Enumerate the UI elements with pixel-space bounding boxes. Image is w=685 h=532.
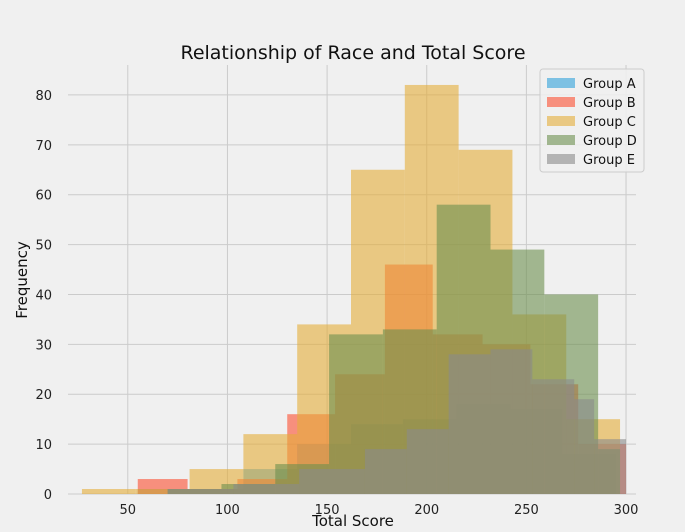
legend-label: Group E: [583, 153, 635, 168]
legend-swatch: [547, 116, 575, 126]
histogram-bar: [364, 449, 407, 494]
x-axis-label: Total Score: [311, 512, 394, 530]
histogram-bar: [167, 489, 234, 494]
histogram-bar: [233, 484, 300, 494]
x-axis-ticks: 50 100 150 200 250 300: [120, 503, 639, 518]
histogram-bar: [532, 379, 575, 494]
legend-swatch: [547, 78, 575, 88]
y-tick-label: 20: [35, 388, 52, 403]
y-tick-label: 30: [35, 338, 52, 353]
histogram-bar: [490, 349, 533, 494]
x-tick-label: 250: [514, 503, 539, 518]
x-tick-label: 50: [120, 503, 137, 518]
y-tick-label: 50: [35, 239, 52, 254]
legend-swatch: [547, 135, 575, 145]
y-tick-label: 40: [35, 288, 52, 303]
x-tick-label: 200: [414, 503, 439, 518]
x-tick-label: 150: [315, 503, 340, 518]
histogram-bars: [81, 84, 627, 495]
y-axis-ticks: 0 10 20 30 40 50 60 70 80: [35, 89, 52, 503]
y-tick-label: 0: [44, 488, 52, 503]
legend: Group A Group B Group C Group D Group E: [539, 68, 645, 173]
series-group-e: [167, 349, 627, 494]
histogram-bar: [448, 354, 491, 494]
legend-label: Group C: [583, 115, 636, 130]
y-tick-label: 60: [35, 189, 52, 204]
x-tick-label: 300: [614, 503, 639, 518]
legend-label: Group D: [583, 134, 637, 149]
legend-swatch: [547, 154, 575, 164]
histogram-bar: [299, 469, 365, 494]
chart-title: Relationship of Race and Total Score: [180, 42, 525, 64]
y-axis-label: Frequency: [13, 241, 31, 319]
histogram-bar: [135, 489, 190, 494]
histogram-bar: [574, 399, 595, 494]
legend-label: Group A: [583, 77, 636, 92]
y-tick-label: 80: [35, 89, 52, 104]
histogram-bar: [594, 439, 627, 494]
y-tick-label: 10: [35, 438, 52, 453]
legend-box: [539, 68, 645, 173]
histogram-bar: [406, 429, 449, 494]
histogram-bar: [81, 489, 136, 494]
legend-swatch: [547, 97, 575, 107]
x-tick-label: 100: [215, 503, 240, 518]
y-tick-label: 70: [35, 139, 52, 154]
legend-label: Group B: [583, 96, 636, 111]
